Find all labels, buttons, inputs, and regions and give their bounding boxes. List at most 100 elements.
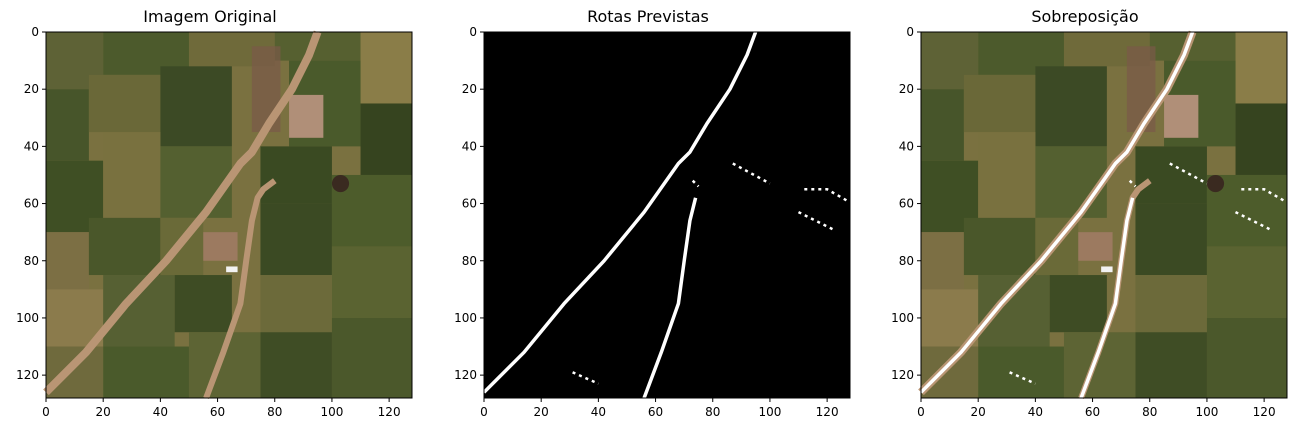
y-tick-label: 80 (462, 254, 477, 268)
x-tick-label: 80 (267, 405, 282, 419)
field-patch (260, 275, 332, 333)
field-patch (46, 346, 104, 398)
predicted-road-fragment (1241, 188, 1285, 202)
village-cluster (1078, 232, 1113, 261)
field-patch (1135, 332, 1207, 398)
field-patch (174, 275, 232, 333)
predicted-road (1079, 197, 1135, 399)
x-tick-label: 100 (1195, 405, 1218, 419)
field-patch (1206, 246, 1287, 318)
field-patch (160, 66, 232, 147)
tree-clump (1206, 174, 1225, 193)
field-patch (1206, 317, 1287, 398)
x-tick-label: 20 (96, 405, 111, 419)
bare-soil (289, 94, 324, 138)
y-tick-label: 100 (454, 311, 477, 325)
tree-clump (331, 174, 350, 193)
y-tick-label: 40 (24, 139, 39, 153)
panel-overlay: Sobreposição (875, 0, 1295, 430)
field-patch (921, 346, 979, 398)
y-tick-label: 60 (899, 197, 914, 211)
x-tick-label: 20 (534, 405, 549, 419)
field-patch (88, 217, 161, 276)
field-patch (921, 89, 964, 161)
axes-frame (920, 31, 1288, 399)
field-patch (331, 246, 412, 318)
predicted-road (919, 31, 1195, 394)
y-tick-label: 120 (454, 368, 477, 382)
x-tick-label: 40 (153, 405, 168, 419)
y-tick-label: 20 (462, 82, 477, 96)
field-patch (1235, 32, 1287, 104)
panel-predicted: Rotas Previstas (438, 0, 858, 430)
x-tick-label: 60 (648, 405, 663, 419)
y-tick-label: 100 (16, 311, 39, 325)
original-image-plot (43, 30, 413, 400)
field-patch (260, 203, 332, 276)
overlay-plot (918, 30, 1288, 400)
y-tick-label: 0 (906, 25, 914, 39)
field-patch (103, 132, 161, 218)
x-tick-label: 0 (480, 405, 488, 419)
panel-title: Sobreposição (1031, 7, 1139, 26)
x-tick-label: 100 (320, 405, 343, 419)
y-tick-label: 60 (462, 197, 477, 211)
x-tick-label: 0 (42, 405, 50, 419)
field-patch (921, 232, 964, 290)
predicted-road-fragment (1128, 179, 1137, 188)
x-tick-label: 40 (1028, 405, 1043, 419)
predicted-road-fragment (572, 371, 599, 385)
field-patch (1135, 275, 1207, 333)
predicted-road (642, 197, 698, 399)
predicted-road-fragment (1009, 371, 1036, 385)
predicted-roads-plot (482, 31, 851, 399)
white-roof (226, 266, 238, 273)
field-patch (260, 146, 332, 204)
predicted-road-fragment (732, 162, 771, 185)
field-patch (1135, 146, 1207, 204)
x-tick-label: 0 (917, 405, 925, 419)
y-tick-label: 0 (31, 25, 39, 39)
field-patch (978, 132, 1036, 218)
x-tick-label: 60 (210, 405, 225, 419)
dirt-road (203, 178, 277, 400)
field-patch (978, 346, 1064, 398)
predicted-road-fragment (691, 179, 700, 188)
y-tick-label: 40 (462, 139, 477, 153)
white-roof (1101, 266, 1113, 273)
field-patch (360, 103, 412, 175)
panel-original: Imagem Original (0, 0, 420, 430)
field-patch (963, 217, 1036, 276)
x-tick-label: 40 (591, 405, 606, 419)
y-tick-label: 100 (891, 311, 914, 325)
field-patch (1035, 146, 1107, 218)
x-tick-label: 20 (971, 405, 986, 419)
y-tick-label: 20 (899, 82, 914, 96)
field-patch (1235, 103, 1287, 175)
field-patch (1049, 275, 1107, 333)
field-patch (963, 74, 1036, 133)
field-patch (360, 32, 412, 104)
x-tick-label: 120 (378, 405, 401, 419)
axes-frame (483, 31, 851, 399)
field-patch (1135, 203, 1207, 276)
field-patch (1035, 66, 1107, 147)
field-patch (260, 332, 332, 398)
y-tick-label: 60 (24, 197, 39, 211)
x-tick-label: 80 (705, 405, 720, 419)
bare-soil (1164, 94, 1199, 138)
y-tick-label: 120 (891, 368, 914, 382)
axis-ticks: 0 20 40 60 80 100 120 0 20 40 60 80 100 120 (891, 25, 1275, 419)
dirt-road (43, 30, 322, 396)
panel-title: Imagem Original (143, 7, 277, 26)
field-patch (46, 232, 89, 290)
field-patch (160, 146, 232, 218)
axis-ticks: 0 20 40 60 80 100 120 0 20 40 60 80 100 120 (454, 25, 838, 419)
x-tick-label: 80 (1142, 405, 1157, 419)
field-patch (46, 89, 89, 161)
y-tick-label: 20 (24, 82, 39, 96)
field-patch (88, 74, 161, 133)
axes-frame (45, 31, 413, 399)
field-patch (331, 317, 412, 398)
predicted-road (482, 31, 758, 394)
